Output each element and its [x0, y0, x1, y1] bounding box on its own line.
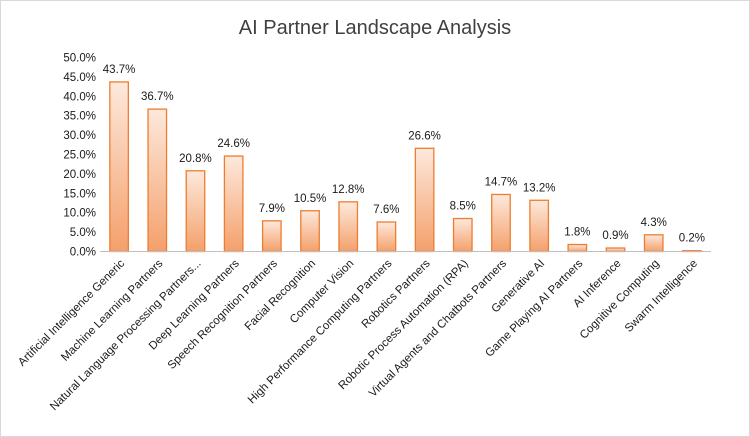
chart-title: AI Partner Landscape Analysis [239, 17, 511, 39]
y-tick-label: 5.0% [70, 227, 96, 239]
data-label: 12.8% [332, 184, 365, 196]
bar [491, 193, 511, 253]
data-label: 43.7% [103, 64, 136, 76]
data-labels: 43.7% 36.7% 20.8% 24.6% 7.9% 10.5% 12.8% 7.6% 26… [103, 64, 705, 245]
y-tick-label: 45.0% [63, 72, 96, 84]
y-tick-label: 50.0% [63, 53, 96, 65]
data-label: 0.9% [602, 230, 628, 242]
bar [529, 199, 550, 253]
data-label: 10.5% [294, 193, 327, 205]
bars [109, 81, 702, 253]
category-label: Virtual Agents and Chatbots Partners [367, 257, 509, 399]
data-label: 8.5% [450, 201, 476, 213]
data-label: 13.2% [523, 182, 556, 194]
bar [376, 221, 397, 253]
y-tick-label: 10.0% [63, 208, 96, 220]
data-label: 0.2% [679, 233, 705, 245]
category-label: Facial Recognition [243, 258, 318, 333]
data-label: 36.7% [141, 91, 174, 103]
bar [223, 155, 244, 253]
bar [261, 220, 282, 253]
bar [643, 234, 664, 253]
data-label: 1.8% [564, 227, 590, 239]
data-label: 24.6% [217, 138, 250, 150]
y-tick-label: 35.0% [63, 111, 96, 123]
bar [414, 147, 435, 253]
category-label: Swarm Intelligence [623, 258, 700, 335]
bar [109, 81, 129, 253]
bar [567, 243, 588, 253]
y-tick-label: 0.0% [70, 247, 96, 259]
y-axis: 0.0% 5.0% 10.0% 15.0% 20.0% 25.0% 30.0% 35.0% 40… [63, 53, 96, 259]
bar [185, 170, 206, 253]
bar [300, 210, 320, 253]
y-tick-label: 30.0% [63, 130, 96, 142]
y-tick-label: 25.0% [63, 150, 96, 162]
data-label: 7.6% [373, 204, 399, 216]
bar [605, 247, 626, 253]
bar [338, 201, 359, 253]
data-label: 14.7% [485, 176, 518, 188]
y-tick-label: 40.0% [63, 91, 96, 103]
data-label: 26.6% [408, 130, 441, 142]
category-label: High Performance Computing Partners [246, 257, 395, 406]
data-label: 4.3% [641, 217, 667, 229]
category-label: Natural Language Processing Partners... [48, 258, 203, 413]
data-label: 7.9% [259, 203, 285, 215]
y-tick-label: 15.0% [63, 188, 96, 200]
category-label: Robotics Partners [360, 257, 433, 330]
data-label: 20.8% [179, 153, 212, 165]
bar [452, 217, 473, 253]
y-tick-label: 20.0% [63, 169, 96, 181]
bar [147, 108, 168, 253]
